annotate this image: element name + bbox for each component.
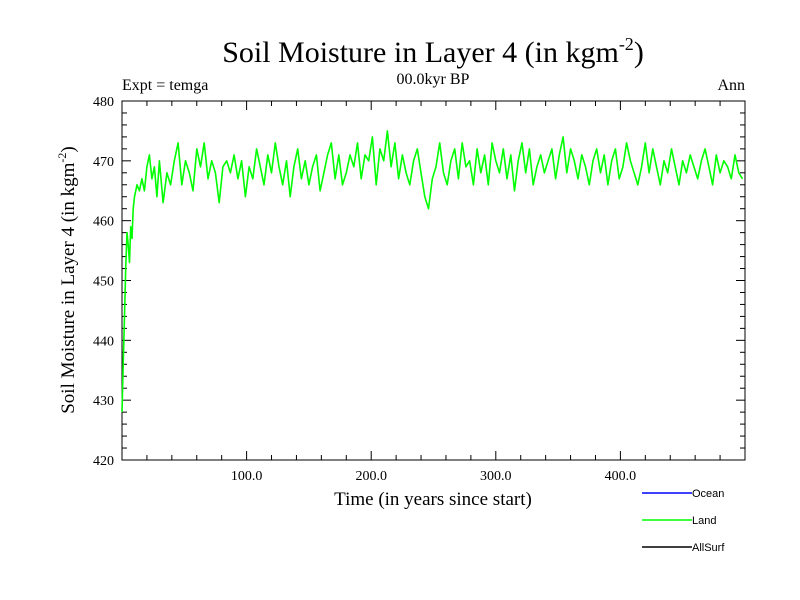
x-tick-label: 400.0 <box>605 469 637 484</box>
legend-label-land: Land <box>692 515 716 527</box>
y-tick-label: 460 <box>93 215 114 230</box>
experiment-label: Expt = temga <box>122 77 208 94</box>
y-tick-label: 420 <box>93 454 114 469</box>
y-tick-label: 440 <box>93 334 114 349</box>
x-tick-label: 300.0 <box>480 469 512 484</box>
y-tick-label: 430 <box>93 394 114 409</box>
y-axis-label: Soil Moisture in Layer 4 (in kgm-2) <box>55 146 79 414</box>
series-line-land <box>121 130 744 413</box>
x-axis: 100.0 200.0 300.0 400.0 <box>146 101 721 484</box>
chart-title: Soil Moisture in Layer 4 (in kgm-2) <box>222 34 644 69</box>
x-tick-label: 100.0 <box>231 469 263 484</box>
x-tick-label: 200.0 <box>355 469 387 484</box>
y-tick-label: 480 <box>93 95 114 110</box>
x-axis-label: Time (in years since start) <box>334 489 532 510</box>
period-label: 00.0kyr BP <box>397 71 470 88</box>
y-tick-label: 470 <box>93 155 114 170</box>
y-axis: 420 430 440 450 460 470 480 <box>93 95 745 469</box>
season-label: Ann <box>717 77 745 94</box>
legend: Ocean Land AllSurf <box>642 488 725 554</box>
legend-label-allsurf: AllSurf <box>692 542 725 554</box>
y-tick-label: 450 <box>93 275 114 290</box>
series-layer <box>121 130 744 413</box>
legend-label-ocean: Ocean <box>692 488 724 500</box>
